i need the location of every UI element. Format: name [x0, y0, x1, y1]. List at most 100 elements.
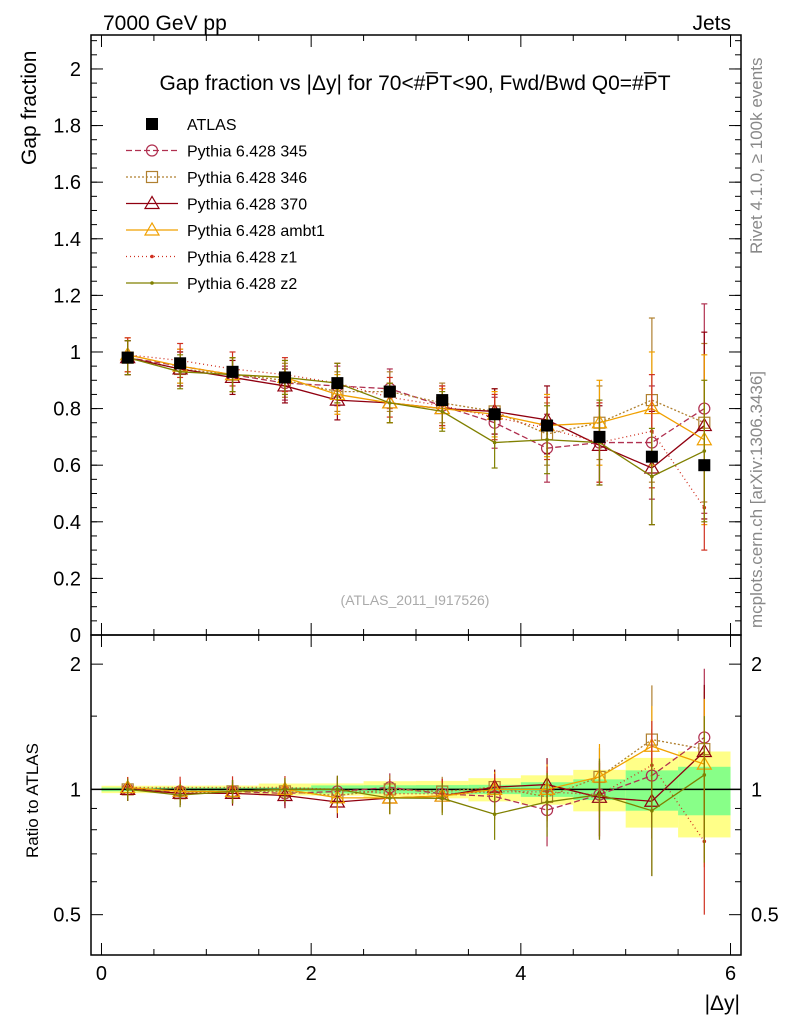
ratio-point — [387, 796, 392, 800]
data-point — [650, 474, 654, 479]
legend-label: Pythia 6.428 z1 — [187, 250, 297, 267]
ratio-ytick-label-right: 0.5 — [751, 905, 779, 927]
legend-marker — [146, 118, 158, 130]
energy-label: 7000 GeV pp — [103, 12, 227, 35]
series-0 — [121, 303, 711, 514]
ytick-label: 0 — [70, 625, 81, 647]
atlas-data — [121, 351, 711, 472]
main-ylabel: Gap fraction — [18, 51, 41, 165]
legend-marker — [145, 144, 159, 157]
series-3 — [119, 337, 713, 526]
ytick-label: 2 — [70, 59, 81, 81]
atlas-point — [278, 371, 291, 384]
xtick-label: 2 — [306, 963, 317, 985]
xaxis-label: |Δy| — [705, 992, 740, 1015]
ytick-label: 0.6 — [53, 455, 81, 477]
legend-marker — [150, 254, 154, 259]
data-point — [545, 437, 549, 442]
data-point — [492, 440, 497, 445]
ratio-ytick-label: 2 — [70, 654, 81, 676]
ytick-label: 1 — [70, 342, 81, 364]
atlas-point — [383, 385, 396, 398]
ytick-label: 1.8 — [53, 116, 81, 138]
series-2 — [119, 331, 713, 526]
legend-label: Pythia 6.428 370 — [187, 197, 307, 214]
series-line — [127, 354, 705, 509]
data-point — [387, 401, 392, 405]
ratio-ylabel: Ratio to ATLAS — [23, 743, 42, 858]
legend-marker — [145, 170, 159, 184]
legend-entry-4: Pythia 6.428 ambt1 — [126, 221, 325, 240]
legend-entry-0: ATLAS — [146, 117, 237, 134]
atlas-point — [226, 365, 239, 378]
ytick-label: 0.4 — [53, 512, 81, 534]
atlas-point — [593, 430, 606, 443]
ratio-ytick-label: 0.5 — [53, 905, 81, 927]
ratio-point — [597, 792, 602, 797]
legend-label: Pythia 6.428 z2 — [187, 276, 297, 293]
ratio-point — [125, 787, 130, 792]
ratio-point — [702, 773, 707, 777]
ratio-series-line — [127, 774, 705, 815]
legend-entry-6: Pythia 6.428 z2 — [126, 276, 297, 293]
series-line — [127, 354, 705, 441]
ytick-label: 0.2 — [53, 568, 81, 590]
series-1 — [121, 317, 711, 503]
xtick-label: 6 — [725, 963, 736, 985]
axes-layer: 0 0.2 0.4 0.6 0.8 1 1.2 1.4 1.6 1.8 2 0.5 0.5 1 1 2 2 0 2 4… — [53, 34, 779, 985]
xtick-label: 4 — [515, 963, 526, 985]
legend-entry-3: Pythia 6.428 370 — [126, 195, 307, 214]
legend-entry-5: Pythia 6.428 z1 — [126, 250, 297, 267]
series-line — [127, 357, 705, 478]
ytick-label: 0.8 — [53, 399, 81, 421]
ratio-point — [492, 812, 497, 817]
atlas-point — [698, 459, 711, 472]
ytick-label: 1.4 — [53, 229, 81, 251]
ratio-point — [650, 808, 654, 813]
atlas-point — [645, 450, 658, 463]
ratio-ytick-label-right: 1 — [751, 779, 762, 801]
ratio-series-line — [127, 764, 705, 842]
mcplots-label: mcplots.cern.ch [arXiv:1306.3436] — [747, 371, 766, 628]
legend-label: Pythia 6.428 345 — [187, 144, 307, 161]
main-series-layer — [119, 303, 713, 551]
data-point — [702, 449, 707, 453]
ytick-label: 1.2 — [53, 285, 81, 307]
ratio-point — [230, 789, 235, 794]
series-4 — [124, 337, 708, 551]
ratio-series-layer — [119, 668, 713, 915]
series-line — [127, 357, 705, 435]
ratio-point — [335, 787, 340, 792]
legend-marker — [143, 195, 161, 210]
legend-label: ATLAS — [187, 117, 237, 134]
ratio-ytick-label: 1 — [70, 779, 81, 801]
series-5 — [124, 340, 708, 526]
ratio-point — [440, 796, 445, 801]
atlas-point — [488, 408, 501, 421]
analysis-watermark: (ATLAS_2011_I917526) — [341, 592, 490, 608]
data-point — [440, 409, 445, 414]
xtick-label: 0 — [96, 963, 107, 985]
plot-title: Gap fraction vs |Δy| for 70<#P̅T<90, Fwd… — [159, 72, 670, 95]
process-label: Jets — [692, 12, 731, 35]
legend-entry-1: Pythia 6.428 345 — [126, 144, 307, 161]
legend-label: Pythia 6.428 ambt1 — [187, 223, 325, 240]
data-point — [178, 369, 182, 374]
ratio-series-5 — [125, 716, 707, 877]
ytick-label: 1.6 — [53, 172, 81, 194]
atlas-point — [541, 419, 554, 432]
ratio-series-0 — [121, 668, 711, 850]
ratio-point — [545, 800, 549, 804]
legend: ATLAS Pythia 6.428 345 Pythia 6.428 346 Pyt… — [126, 117, 325, 293]
legend-entry-2: Pythia 6.428 346 — [126, 170, 307, 187]
ratio-series-4 — [125, 720, 707, 915]
atlas-point — [174, 357, 187, 370]
legend-label: Pythia 6.428 346 — [187, 170, 307, 187]
ratio-ytick-label-right: 2 — [751, 654, 762, 676]
atlas-point — [436, 394, 449, 407]
atlas-point — [331, 377, 344, 390]
ratio-point — [283, 787, 287, 792]
legend-marker — [150, 281, 154, 285]
legend-marker — [143, 221, 161, 236]
